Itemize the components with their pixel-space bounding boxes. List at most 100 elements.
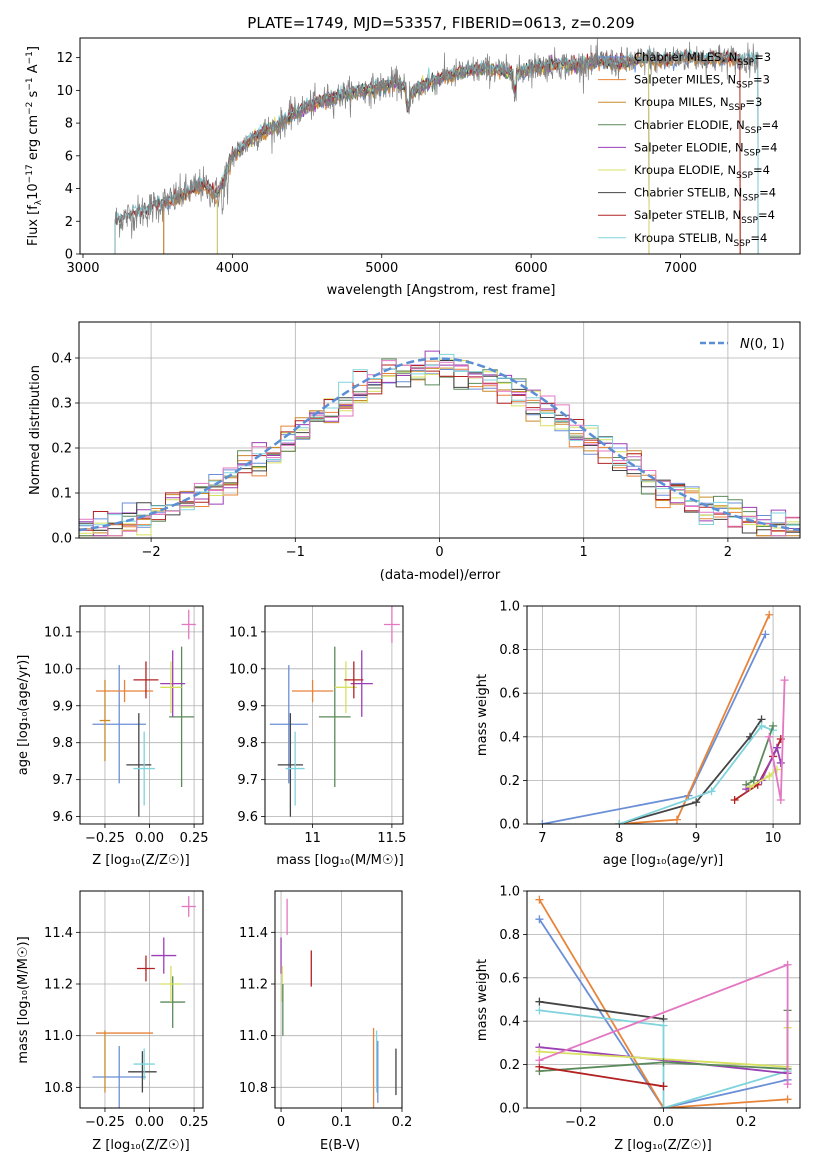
y-tick-label: 12 — [56, 51, 73, 66]
label-part: SSP — [736, 81, 753, 91]
y-tick-label: 0.0 — [499, 1102, 520, 1117]
panel-age_vs_Z: −0.25 0.00 0.25 9.6 9.7 9.8 9.9 10.0 10.1 Z [log₁… — [16, 605, 209, 868]
y-tick-label: 9.6 — [237, 810, 258, 825]
y-tick-label: 10.1 — [44, 625, 73, 640]
label-part: −2 — [25, 102, 35, 115]
label-part: SSP — [734, 239, 751, 249]
plot-area — [92, 609, 196, 817]
y-axis-label: Flux [fλ10−17 erg cm−2 s−1 A−1] — [25, 46, 44, 246]
weight-line-salpeter_miles — [538, 899, 788, 1108]
y-axis-label: age [log₁₀(age/yr)] — [16, 655, 31, 776]
x-axis-label: mass [log₁₀(M/M☉)] — [276, 853, 403, 868]
y-tick-label: 10.1 — [229, 625, 258, 640]
weight-marker-salpeter_elodie — [776, 758, 785, 767]
y-tick-label: 0.1 — [51, 487, 72, 502]
y-tick-label: 9.9 — [237, 699, 258, 714]
x-tick-label: 0.25 — [180, 831, 209, 846]
label-part: Salpeter STELIB, N — [634, 208, 741, 222]
gaussian-curve — [79, 357, 800, 532]
plot-layer: 3000 4000 5000 6000 7000024681012wavelength … — [16, 37, 801, 1153]
panel-residuals: −2 −1 0 1 2 0.0 0.1 0.2 0.3 0.4 (data-model)/error… — [28, 321, 801, 583]
y-tick-label: 11.4 — [44, 926, 73, 941]
y-tick-label: 0.4 — [51, 352, 72, 367]
y-axis-label: Normed distribution — [28, 365, 43, 495]
weight-line-chabrier_stelib — [539, 1000, 664, 1020]
y-tick-label: 10.8 — [44, 1081, 73, 1096]
label-part: A — [26, 64, 41, 77]
x-axis-label: Z [log₁₀(Z/Z☉)] — [614, 1138, 711, 1153]
axes-frame — [79, 890, 204, 1109]
x-tick-label: 0.25 — [180, 1115, 209, 1130]
x-tick-label: 4000 — [216, 261, 249, 276]
legend-entry: Salpeter ELODIE, NSSP=4 — [634, 140, 777, 158]
x-axis-label: E(B-V) — [320, 1138, 360, 1153]
weight-marker-pink — [776, 796, 785, 805]
label-part: SSP — [729, 103, 746, 113]
x-tick-label: 10 — [765, 831, 782, 846]
label-part: Kroupa ELODIE, N — [634, 163, 736, 177]
weight-marker-chabrier_miles — [535, 915, 544, 924]
x-tick-label: −1 — [286, 545, 305, 560]
plot-area — [79, 350, 800, 537]
y-tick-label: 10.8 — [239, 1081, 268, 1096]
x-tick-label: 1 — [580, 545, 588, 560]
axes-frame — [274, 890, 403, 1109]
weight-marker-kroupa_stelib — [659, 1104, 668, 1108]
legend-entry: Salpeter STELIB, NSSP=4 — [634, 208, 775, 226]
label-part: 10 — [26, 183, 41, 200]
y-axis-label: mass weight — [475, 674, 490, 756]
plot-area — [280, 898, 397, 1108]
label-part: s — [26, 90, 41, 101]
panel-mass_vs_Z: −0.25 0.00 0.25 10.8 11.0 11.2 11.4 Z [log₁₀(Z/… — [16, 890, 209, 1153]
label-part: SSP — [737, 58, 754, 68]
x-axis-label: wavelength [Angstrom, rest frame] — [327, 283, 556, 298]
x-axis-label: (data-model)/error — [380, 568, 501, 583]
weight-marker-pink — [783, 960, 792, 969]
weight-marker-kroupa_stelib — [707, 787, 716, 796]
x-tick-label: −2 — [142, 545, 161, 560]
panel-weight_vs_age: 7 8 9 10 0.0 0.2 0.4 0.6 0.8 1.0 age [log₁₀(age/yr… — [475, 600, 801, 868]
legend-entry: Chabrier MILES, NSSP=3 — [634, 50, 771, 68]
weight-marker-chabrier_elodie — [659, 1058, 668, 1067]
weight-marker-salpeter_miles — [672, 815, 681, 824]
weight-marker-kroupa_elodie — [765, 772, 774, 781]
legend-entry: Salpeter MILES, NSSP=3 — [634, 73, 770, 91]
y-tick-label: 11.0 — [44, 1029, 73, 1044]
label-part: =4 — [750, 231, 767, 245]
y-tick-label: 10.0 — [229, 662, 258, 677]
y-tick-label: 0.2 — [51, 442, 72, 457]
weight-marker-chabrier_stelib — [535, 997, 544, 1006]
weight-line-pink — [768, 680, 786, 801]
y-tick-label: 0.8 — [499, 643, 520, 658]
x-tick-label: 5000 — [365, 261, 398, 276]
x-tick-label: 7 — [538, 831, 546, 846]
label-part: Kroupa STELIB, N — [634, 231, 734, 245]
legend-entry: Kroupa ELODIE, NSSP=4 — [634, 163, 770, 181]
x-tick-label: 6000 — [515, 261, 548, 276]
y-tick-label: 8 — [65, 117, 73, 132]
label-part: Flux [f — [26, 205, 41, 246]
y-tick-label: 9.7 — [237, 773, 258, 788]
y-tick-label: 0.3 — [51, 397, 72, 412]
label-part: −1 — [25, 51, 35, 64]
weight-marker-pink — [535, 1056, 544, 1065]
weight-marker-pink — [765, 732, 774, 741]
legend-entry: Chabrier STELIB, NSSP=4 — [634, 186, 776, 204]
x-tick-label: −0.25 — [85, 1115, 125, 1130]
y-tick-label: 0.6 — [499, 971, 520, 986]
y-tick-label: 0.4 — [499, 730, 520, 745]
x-tick-label: −0.2 — [565, 1115, 597, 1130]
panel-age_vs_mass: 11 11.5 9.6 9.7 9.8 9.9 10.0 10.1 mass [log₁₀(M/… — [229, 605, 406, 868]
weight-line-salpeter_stelib — [539, 1065, 664, 1088]
weight-marker-chabrier_elodie — [749, 776, 758, 785]
x-tick-label: 11.5 — [377, 831, 406, 846]
label-part: Chabrier MILES, N — [634, 50, 737, 64]
x-tick-label: 11 — [304, 831, 321, 846]
label-part: −1 — [25, 77, 35, 90]
weight-marker-salpeter_stelib — [659, 1082, 668, 1091]
y-tick-label: 9.9 — [52, 699, 73, 714]
weight-marker-salpeter_miles — [783, 1095, 792, 1104]
label-part: (0, 1) — [750, 337, 785, 352]
label-part: SSP — [741, 216, 758, 226]
